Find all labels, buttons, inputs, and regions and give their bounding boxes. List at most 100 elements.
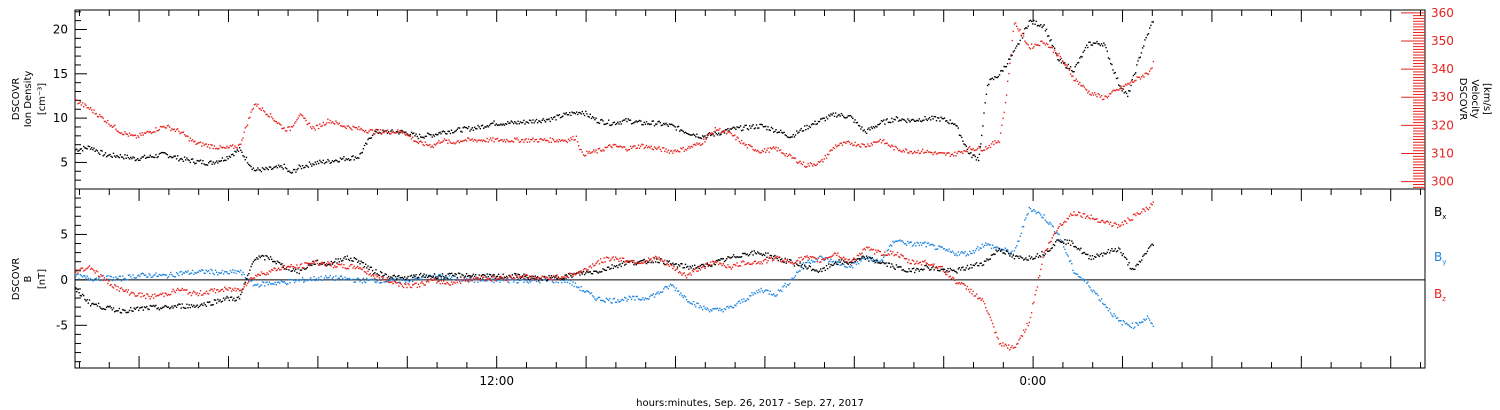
top-point	[111, 126, 114, 128]
bottom-point	[831, 264, 833, 267]
bottom-point	[536, 279, 539, 281]
bottom-point	[876, 258, 878, 261]
bottom-point	[118, 275, 120, 277]
bottom-point	[182, 289, 185, 291]
bottom-point	[700, 264, 703, 266]
bottom-point	[155, 295, 157, 298]
top-point	[175, 158, 178, 160]
bottom-point	[571, 273, 573, 275]
bottom-point	[753, 292, 755, 294]
bottom-point	[677, 290, 680, 292]
bottom-point	[203, 292, 205, 294]
top-point	[112, 152, 115, 154]
bottom-point	[596, 261, 598, 263]
bottom-point	[856, 258, 859, 260]
top-point	[81, 102, 84, 104]
bottom-point	[472, 273, 475, 275]
bottom-point	[900, 253, 902, 256]
bottom-point	[931, 267, 933, 269]
bottom-point	[533, 279, 535, 281]
top-point	[416, 141, 418, 143]
top-point	[602, 149, 604, 151]
top-point	[328, 160, 330, 162]
bottom-point	[617, 266, 619, 269]
top-point	[867, 128, 869, 131]
bottom-point	[431, 276, 433, 278]
top-point	[571, 138, 573, 141]
bottom-left-tick-label: 5	[60, 227, 68, 241]
top-point	[786, 155, 789, 158]
top-point	[777, 147, 779, 149]
top-point	[235, 146, 237, 149]
top-point	[909, 121, 911, 123]
bottom-point	[81, 276, 84, 278]
bottom-point	[354, 267, 357, 270]
top-point	[554, 116, 556, 118]
bottom-point	[327, 277, 329, 279]
bottom-point	[1034, 294, 1036, 296]
top-point	[973, 154, 975, 156]
bottom-point	[1018, 339, 1020, 341]
bottom-point	[291, 265, 293, 268]
bottom-point	[616, 258, 618, 260]
bottom-point	[265, 254, 267, 257]
bottom-point	[76, 269, 78, 271]
top-point	[93, 109, 95, 111]
bottom-point	[136, 275, 139, 277]
bottom-point	[1043, 214, 1045, 216]
bottom-point	[597, 272, 600, 274]
bottom-point	[739, 265, 742, 267]
top-point	[636, 147, 638, 149]
bottom-point	[601, 270, 603, 273]
bottom-point	[489, 274, 492, 276]
top-point	[386, 132, 389, 134]
top-point	[656, 148, 658, 150]
bottom-point	[887, 253, 890, 255]
bottom-point	[232, 269, 234, 271]
bottom-point	[887, 249, 890, 251]
bottom-point	[169, 273, 171, 276]
top-point	[738, 140, 741, 143]
top-point	[527, 138, 530, 140]
bottom-point	[475, 278, 477, 281]
bottom-point	[224, 271, 226, 273]
bottom-point	[781, 290, 783, 292]
bottom-point	[336, 262, 338, 264]
bottom-point	[491, 275, 493, 278]
bottom-point	[988, 313, 990, 316]
top-point	[464, 126, 467, 129]
bottom-point	[587, 271, 589, 274]
top-point	[629, 119, 632, 121]
top-point	[541, 119, 543, 121]
bottom-point	[103, 278, 106, 281]
top-point	[133, 157, 135, 159]
top-point	[445, 132, 447, 135]
bottom-point	[501, 276, 503, 279]
top-point	[450, 129, 453, 131]
bottom-point	[542, 275, 545, 278]
bottom-point	[361, 268, 363, 271]
bottom-point	[1058, 226, 1060, 228]
top-point	[1048, 46, 1050, 48]
top-point	[525, 121, 527, 123]
top-point	[305, 119, 307, 122]
bottom-point	[650, 261, 652, 264]
top-point	[469, 139, 471, 141]
bottom-point	[849, 261, 852, 263]
top-point	[1065, 66, 1067, 69]
top-point	[566, 141, 569, 144]
top-point	[371, 129, 374, 131]
bottom-point	[629, 296, 632, 298]
top-point	[1044, 44, 1047, 46]
bottom-point	[813, 256, 815, 259]
top-point	[721, 131, 723, 133]
top-point	[508, 122, 510, 125]
bottom-point	[766, 262, 768, 264]
top-point	[148, 131, 150, 133]
top-point	[847, 115, 849, 117]
top-point	[235, 151, 237, 153]
top-point	[872, 141, 875, 143]
top-point	[442, 140, 445, 142]
top-point	[736, 126, 738, 128]
top-point	[470, 139, 472, 141]
